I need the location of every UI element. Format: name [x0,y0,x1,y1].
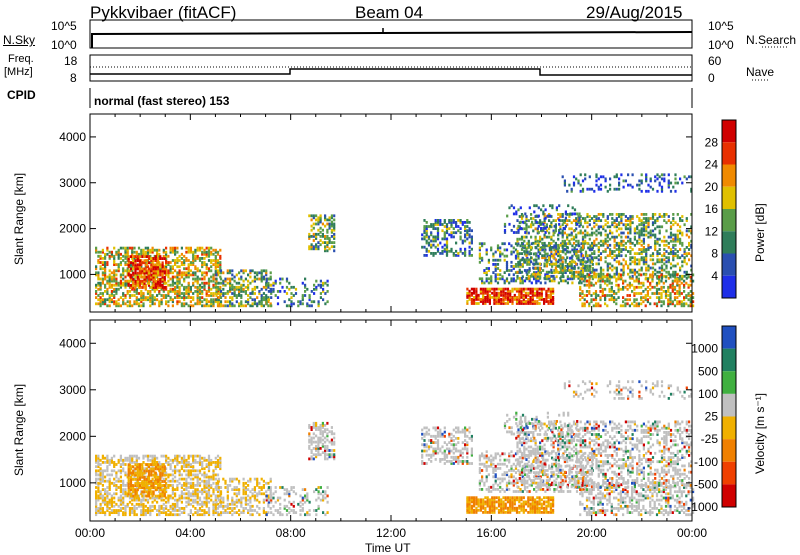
time-tick-label: 00:00 [677,526,707,540]
power-colorbar-tick: 16 [705,202,719,216]
velocity-colorbar-segment [722,394,736,417]
power-echoes [95,173,694,307]
velocity-colorbar-tick: -25 [701,432,719,446]
power-colorbar-segment [722,276,736,298]
velocity-colorbar-tick: -500 [694,477,718,491]
velocity-colorbar-segment [722,439,736,462]
power-colorbar-tick: 4 [711,269,718,283]
power-ytick-label: 3000 [59,176,86,190]
velocity-ytick-label: 4000 [59,336,86,350]
velocity-colorbar-segment [722,371,736,394]
velocity-colorbar-segment [722,484,736,507]
power-colorbar-tick: 24 [705,158,719,172]
freq-panel-frame [90,55,692,81]
power-colorbar-segment [722,187,736,209]
power-ytick-label: 2000 [59,222,86,236]
time-tick-label: 00:00 [75,526,105,540]
velocity-colorbar-tick: 1000 [691,342,718,356]
power-colorbar-tick: 28 [705,135,719,149]
velocity-colorbar-segment [722,349,736,372]
power-colorbar-segment [722,254,736,276]
velocity-ytick-label: 3000 [59,383,86,397]
velocity-colorbar-tick: -100 [694,455,718,469]
time-tick-label: 16:00 [476,526,506,540]
velocity-colorbar-segment [722,326,736,349]
velocity-colorbar-segment [722,462,736,485]
velocity-colorbar-segment [722,417,736,440]
time-tick-label: 04:00 [175,526,205,540]
velocity-colorbar-tick: 25 [705,410,719,424]
power-colorbar-segment [722,142,736,164]
velocity-echoes [95,380,694,516]
power-colorbar-segment [722,209,736,231]
power-colorbar-segment [722,165,736,187]
power-ytick-label: 1000 [59,267,86,281]
power-colorbar-tick: 20 [705,180,719,194]
noise-trace [92,32,692,48]
time-tick-label: 08:00 [276,526,306,540]
velocity-ytick-label: 1000 [59,476,86,490]
power-colorbar-tick: 12 [705,224,719,238]
time-tick-label: 20:00 [577,526,607,540]
power-colorbar-segment [722,231,736,253]
velocity-colorbar-tick: 500 [698,364,718,378]
freq-trace [90,69,692,75]
velocity-colorbar-tick: 100 [698,387,718,401]
time-tick-label: 12:00 [376,526,406,540]
velocity-colorbar-tick: -1000 [687,500,718,514]
power-colorbar-segment [722,120,736,142]
power-colorbar-tick: 8 [711,247,718,261]
power-ytick-label: 4000 [59,130,86,144]
velocity-ytick-label: 2000 [59,429,86,443]
